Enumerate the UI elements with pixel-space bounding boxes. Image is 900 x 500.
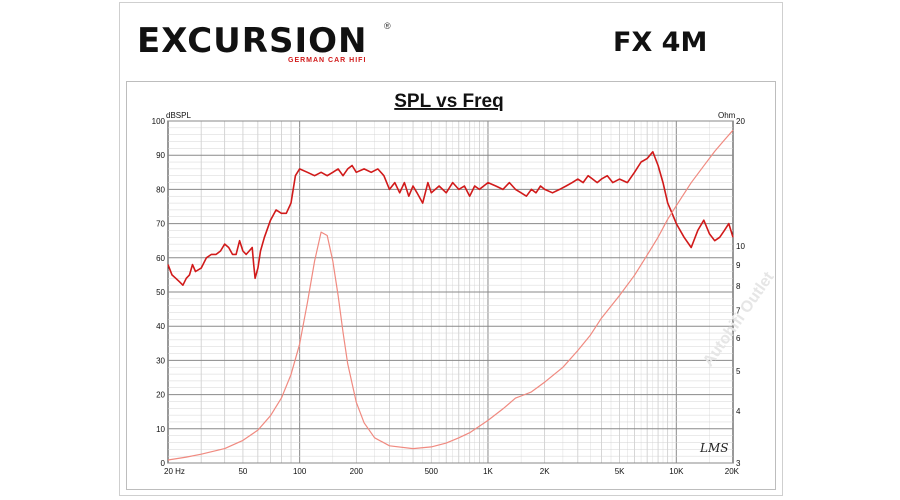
x-tick-label: 10K	[669, 467, 684, 476]
y-right-tick-label: 6	[736, 334, 741, 343]
chart-frame	[126, 81, 776, 490]
y-left-unit: dBSPL	[166, 111, 191, 120]
y-right-tick-label: 5	[736, 367, 741, 376]
x-tick-label: 500	[425, 467, 439, 476]
chart-curves	[167, 129, 734, 461]
y-left-tick-label: 50	[156, 288, 165, 297]
impedance-curve	[167, 129, 734, 461]
x-tick-label: 100	[293, 467, 307, 476]
lms-signature: LMS	[699, 441, 728, 455]
y-left-tick-label: 70	[156, 220, 165, 229]
x-tick-label: 1K	[483, 467, 493, 476]
y-left-tick-label: 10	[156, 425, 165, 434]
brand-logo: EXCURSION	[137, 21, 367, 61]
registered-mark: ®	[384, 21, 391, 31]
x-tick-label: 5K	[615, 467, 625, 476]
y-left-tick-label: 90	[156, 151, 165, 160]
y-left-tick-label: 100	[152, 117, 166, 126]
y-left-tick-label: 40	[156, 322, 165, 331]
brand-tagline: GERMAN CAR HIFI	[288, 57, 366, 64]
spl-curve	[167, 151, 734, 286]
y-right-tick-label: 9	[736, 261, 741, 270]
y-left-tick-label: 30	[156, 356, 165, 365]
y-right-tick-label: 8	[736, 282, 741, 291]
x-tick-label: 50	[238, 467, 247, 476]
y-left-tick-label: 20	[156, 391, 165, 400]
model-name: FX 4M	[613, 27, 707, 58]
x-tick-label: 20K	[725, 467, 740, 476]
y-left-tick-label: 0	[161, 459, 166, 468]
y-right-tick-label: 10	[736, 242, 745, 251]
x-tick-label: 2K	[540, 467, 550, 476]
y-right-tick-label: 20	[736, 117, 745, 126]
chart-grid	[167, 120, 734, 464]
x-tick-label: 20 Hz	[164, 467, 185, 476]
y-right-tick-label: 4	[736, 407, 741, 416]
y-right-tick-label: 7	[736, 306, 741, 315]
sheet-border	[119, 2, 783, 496]
y-left-tick-label: 80	[156, 185, 165, 194]
chart-title: SPL vs Freq	[394, 91, 503, 112]
y-left-tick-label: 60	[156, 254, 165, 263]
y-right-unit: Ohm	[718, 111, 736, 120]
chart-labels: 20 Hz 50 100 200 500 1K 2K 5K 10K 20K 0 10 20 30 40 50 6…	[152, 117, 746, 476]
y-right-tick-label: 3	[736, 459, 741, 468]
x-tick-label: 200	[350, 467, 364, 476]
